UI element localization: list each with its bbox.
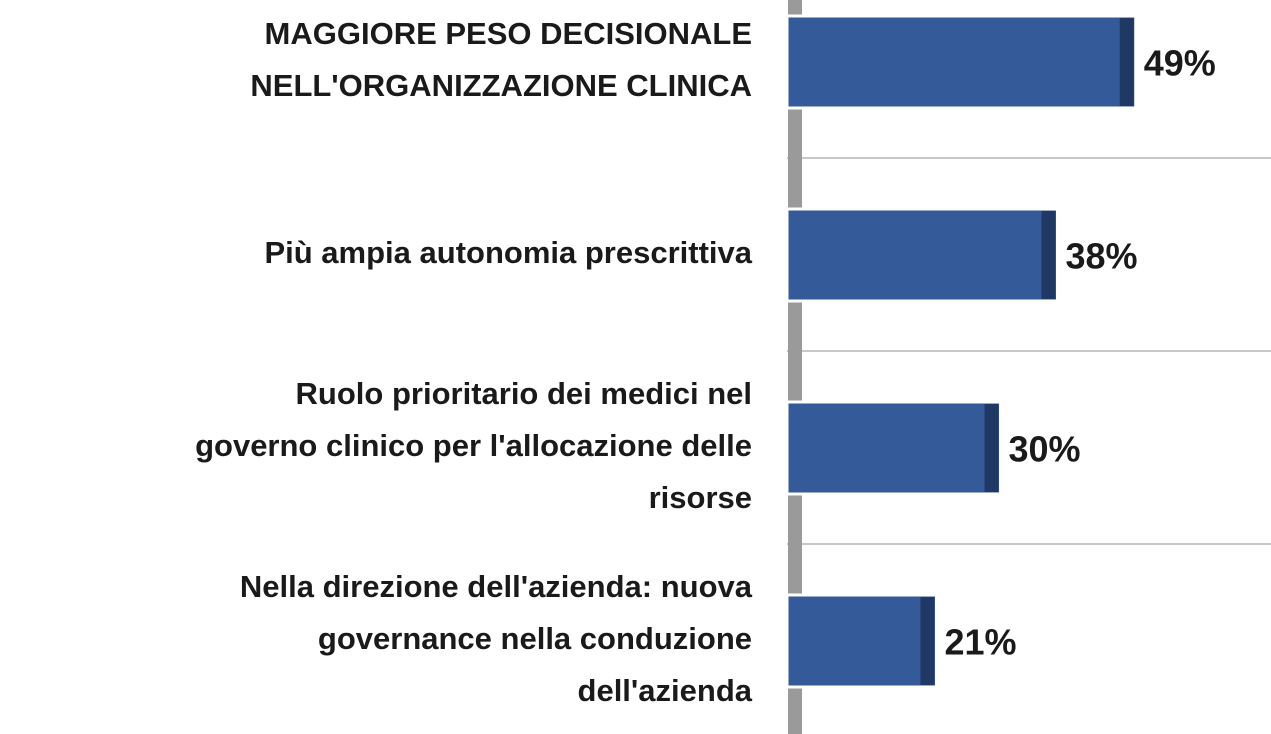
category-label: MAGGIORE PESO DECISIONALE NELL'ORGANIZZAZ… — [250, 16, 752, 103]
label-line: dell'azienda — [578, 673, 753, 708]
category-label: Ruolo prioritario dei medici nel governo … — [195, 376, 752, 515]
label-line: MAGGIORE PESO DECISIONALE — [265, 16, 752, 51]
bar — [785, 14, 1138, 110]
label-line: Nella direzione dell'azienda: nuova — [240, 569, 753, 604]
label-line: governance nella conduzione — [318, 621, 752, 656]
bar — [785, 400, 1003, 496]
bar — [785, 593, 938, 689]
bar-cap — [920, 597, 935, 685]
label-line: NELL'ORGANIZZAZIONE CLINICA — [250, 68, 752, 103]
bar-cap — [1119, 18, 1134, 106]
label-line: Più ampia autonomia prescrittiva — [264, 235, 752, 270]
label-line: governo clinico per l'allocazione delle — [195, 428, 752, 463]
value-label: 21% — [944, 622, 1016, 663]
value-label: 38% — [1065, 236, 1137, 277]
axis-line — [788, 0, 802, 734]
category-label: Più ampia autonomia prescrittiva — [264, 235, 752, 270]
value-label: 30% — [1009, 429, 1081, 470]
label-line: Ruolo prioritario dei medici nel — [296, 376, 752, 411]
label-line: risorse — [649, 480, 752, 515]
bar-cap — [1041, 211, 1056, 299]
bar-cap — [984, 404, 999, 492]
bar — [785, 207, 1059, 303]
category-label: Nella direzione dell'azienda: nuova gover… — [240, 569, 753, 708]
value-label: 49% — [1144, 43, 1216, 84]
